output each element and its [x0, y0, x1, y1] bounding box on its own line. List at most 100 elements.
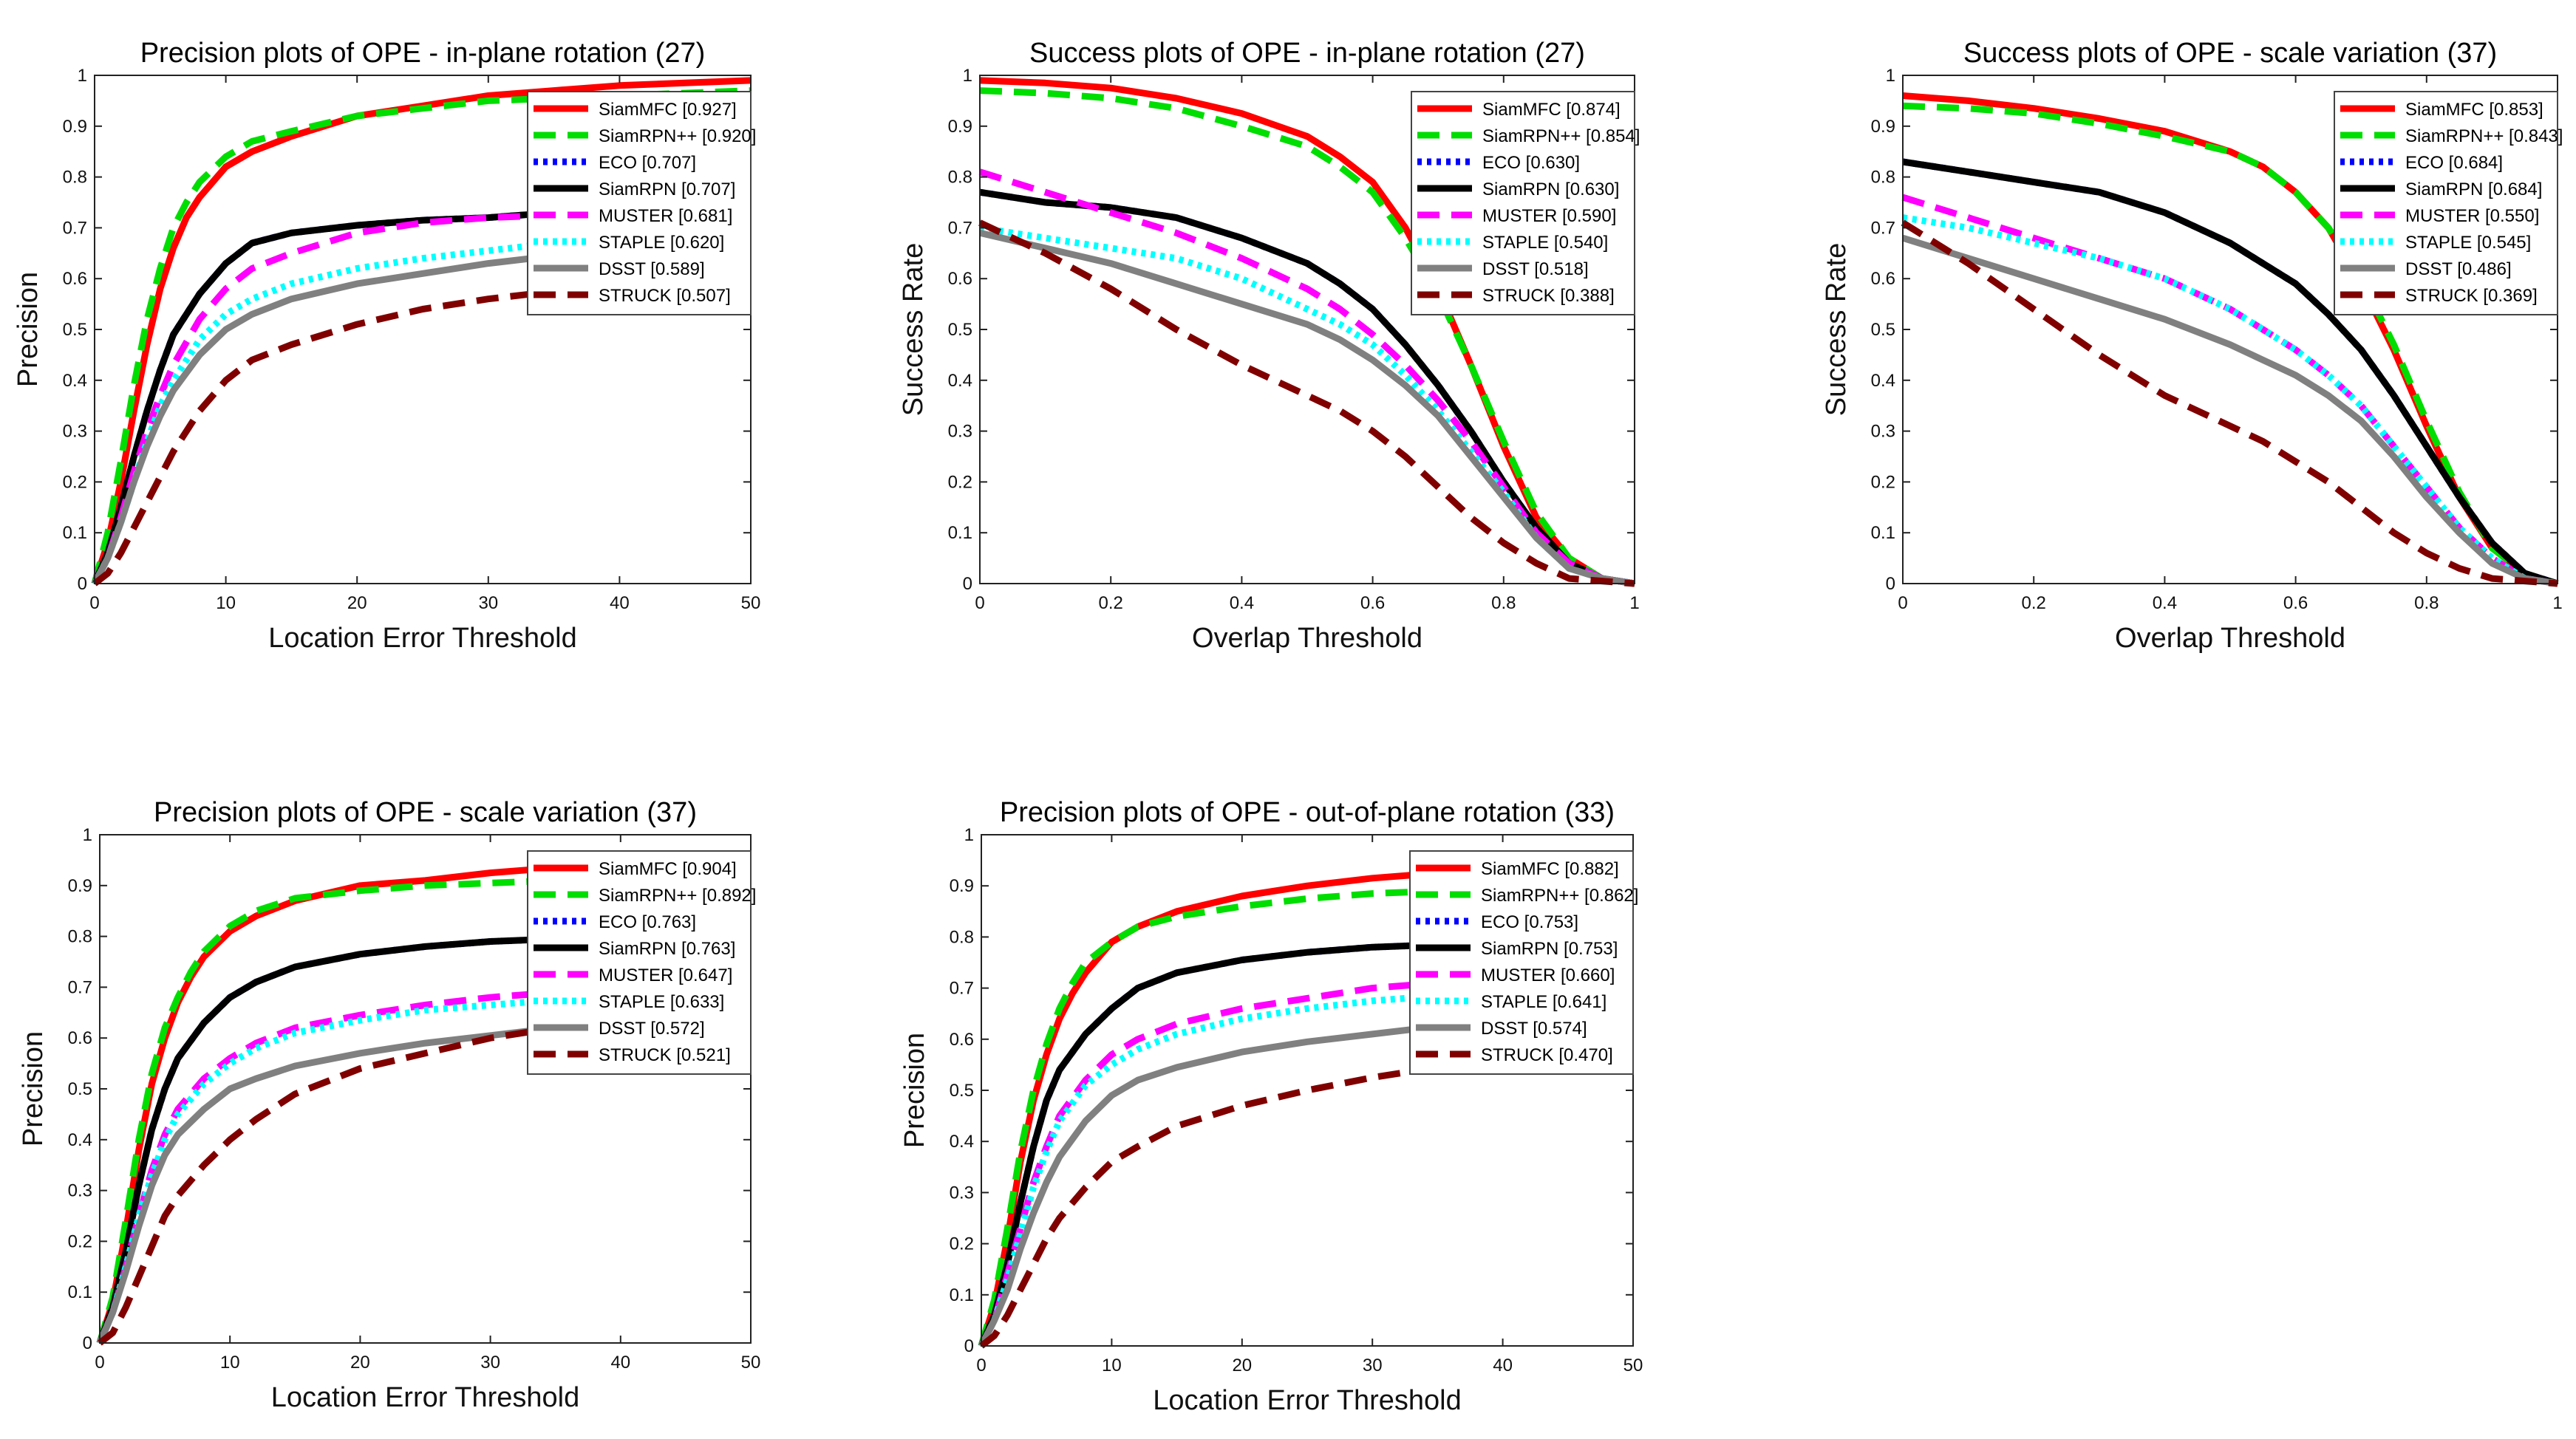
y-axis-label: Success Rate	[1821, 243, 1852, 416]
y-axis-label: Precision	[13, 272, 44, 387]
series-line-5	[92, 224, 752, 586]
legend-label: ECO [0.630]	[1482, 153, 1580, 173]
y-tick-label: 0.3	[1871, 422, 1895, 442]
legend-label: STRUCK [0.521]	[599, 1045, 731, 1065]
chart-2: 0 0.2 0.4 0.6 0.8 1 0 0.1 0.2 0.3 0.4 0.5 0.6 0.7 0.8 0…	[1821, 38, 2563, 654]
legend-label: DSST [0.572]	[599, 1019, 705, 1039]
legend-label: DSST [0.518]	[1482, 259, 1589, 279]
y-tick-label: 0.1	[63, 523, 87, 543]
y-tick-label: 0.9	[1871, 117, 1895, 137]
x-tick-label: 0.8	[2414, 593, 2439, 613]
legend-label: SiamRPN++ [0.854]	[1482, 126, 1640, 146]
x-axis-label: Overlap Threshold	[2115, 623, 2345, 654]
series-line-5	[1902, 214, 2558, 587]
legend-label: ECO [0.707]	[599, 153, 696, 173]
y-tick-label: 0.1	[950, 1285, 974, 1305]
y-tick-label: 0	[1886, 574, 1895, 594]
legend-box	[1411, 91, 1635, 315]
y-tick-label: 0.6	[948, 269, 972, 289]
y-tick-label: 1	[83, 825, 92, 845]
x-tick-label: 0.4	[1230, 593, 1254, 613]
legend: SiamMFC [0.874] SiamRPN++ [0.854] ECO [0.6…	[1411, 91, 1640, 315]
x-axis-label: Location Error Threshold	[268, 623, 577, 654]
series-line-5	[979, 224, 1635, 587]
legend-label: STRUCK [0.470]	[1481, 1045, 1613, 1065]
chart-title: Precision plots of OPE - out-of-plane ro…	[1000, 797, 1615, 828]
series-line-1	[96, 869, 752, 1344]
x-tick-label: 0	[89, 593, 99, 613]
legend-label: SiamRPN [0.763]	[599, 939, 735, 959]
x-tick-label: 20	[1232, 1356, 1252, 1375]
y-axis-label: Success Rate	[898, 243, 929, 416]
legend: SiamMFC [0.904] SiamRPN++ [0.892] ECO [0.7…	[527, 850, 756, 1075]
series-line-0	[91, 77, 752, 585]
y-tick-label: 1	[1886, 66, 1895, 86]
y-tick-label: 0.4	[68, 1130, 92, 1150]
y-tick-label: 0.8	[68, 927, 92, 947]
x-axis-label: Overlap Threshold	[1192, 623, 1422, 654]
x-tick-label: 40	[610, 593, 630, 613]
x-tick-label: 0.6	[1360, 593, 1385, 613]
legend-label: SiamMFC [0.882]	[1481, 859, 1619, 879]
legend-box	[527, 91, 752, 315]
legend-label: ECO [0.763]	[599, 912, 696, 932]
y-tick-label: 0.5	[1871, 320, 1895, 340]
y-tick-label: 0	[83, 1333, 92, 1353]
x-tick-label: 1	[1629, 593, 1639, 613]
x-tick-label: 0	[976, 1356, 986, 1375]
y-tick-label: 0.9	[950, 876, 974, 896]
legend-label: SiamRPN++ [0.843]	[2405, 126, 2563, 146]
legend-label: MUSTER [0.660]	[1481, 965, 1615, 985]
x-tick-label: 50	[741, 1353, 761, 1373]
x-tick-label: 30	[1363, 1356, 1383, 1375]
legend-label: STAPLE [0.540]	[1482, 233, 1608, 253]
legend-box	[2334, 91, 2558, 315]
y-tick-label: 0.4	[950, 1132, 974, 1152]
y-tick-label: 0.2	[950, 1234, 974, 1254]
y-tick-label: 0.4	[63, 371, 87, 391]
legend-label: ECO [0.684]	[2405, 153, 2503, 173]
y-tick-label: 0.9	[948, 117, 972, 137]
y-tick-label: 1	[964, 825, 974, 845]
chart-title: Success plots of OPE - in-plane rotation…	[1029, 38, 1585, 69]
legend-label: STAPLE [0.545]	[2405, 233, 2531, 253]
legend-label: SiamRPN [0.753]	[1481, 939, 1618, 959]
y-tick-label: 0	[963, 574, 972, 594]
chart-4: 0 10 20 30 40 50 0 0.1 0.2 0.3 0.4 0.5 0.6 0.7 0.8 0.9 1…	[899, 797, 1643, 1416]
chart-0: 0 10 20 30 40 50 0 0.1 0.2 0.3 0.4 0.5 0.6 0.7 0.8 0.9 1…	[13, 38, 760, 654]
x-tick-label: 0.4	[2153, 593, 2177, 613]
legend-label: SiamRPN [0.630]	[1482, 180, 1619, 199]
y-tick-label: 0.9	[68, 876, 92, 896]
legend-label: STAPLE [0.641]	[1481, 992, 1606, 1012]
legend-label: SiamMFC [0.853]	[2405, 100, 2543, 120]
x-tick-label: 30	[480, 1353, 500, 1373]
legend-label: SiamRPN++ [0.862]	[1481, 886, 1638, 906]
x-tick-label: 30	[478, 593, 498, 613]
y-tick-label: 0.7	[68, 977, 92, 997]
legend-box	[1409, 850, 1634, 1075]
legend-box	[527, 850, 752, 1075]
series-line-6	[1901, 234, 2558, 587]
legend-label: SiamRPN++ [0.892]	[599, 886, 756, 906]
legend-label: SiamRPN++ [0.920]	[599, 126, 756, 146]
chart-title: Precision plots of OPE - scale variation…	[154, 797, 697, 828]
legend-label: DSST [0.486]	[2405, 259, 2512, 279]
legend-label: STRUCK [0.369]	[2405, 286, 2538, 306]
y-tick-label: 0.3	[950, 1183, 974, 1203]
chart-title: Precision plots of OPE - in-plane rotati…	[140, 38, 706, 69]
x-tick-label: 10	[216, 593, 236, 613]
series-line-0	[979, 77, 1635, 587]
x-tick-label: 0.6	[2283, 593, 2308, 613]
series-line-5	[96, 981, 752, 1344]
y-tick-label: 0.5	[948, 320, 972, 340]
y-tick-label: 0.9	[63, 117, 87, 137]
y-axis-label: Precision	[18, 1031, 49, 1146]
y-tick-label: 0.1	[948, 523, 972, 543]
x-tick-label: 0.2	[1099, 593, 1123, 613]
y-tick-label: 0.8	[63, 168, 87, 188]
x-tick-label: 40	[1493, 1356, 1513, 1375]
x-tick-label: 20	[350, 1353, 370, 1373]
legend: SiamMFC [0.927] SiamRPN++ [0.920] ECO [0.7…	[527, 91, 756, 315]
legend-label: STRUCK [0.507]	[599, 286, 731, 306]
